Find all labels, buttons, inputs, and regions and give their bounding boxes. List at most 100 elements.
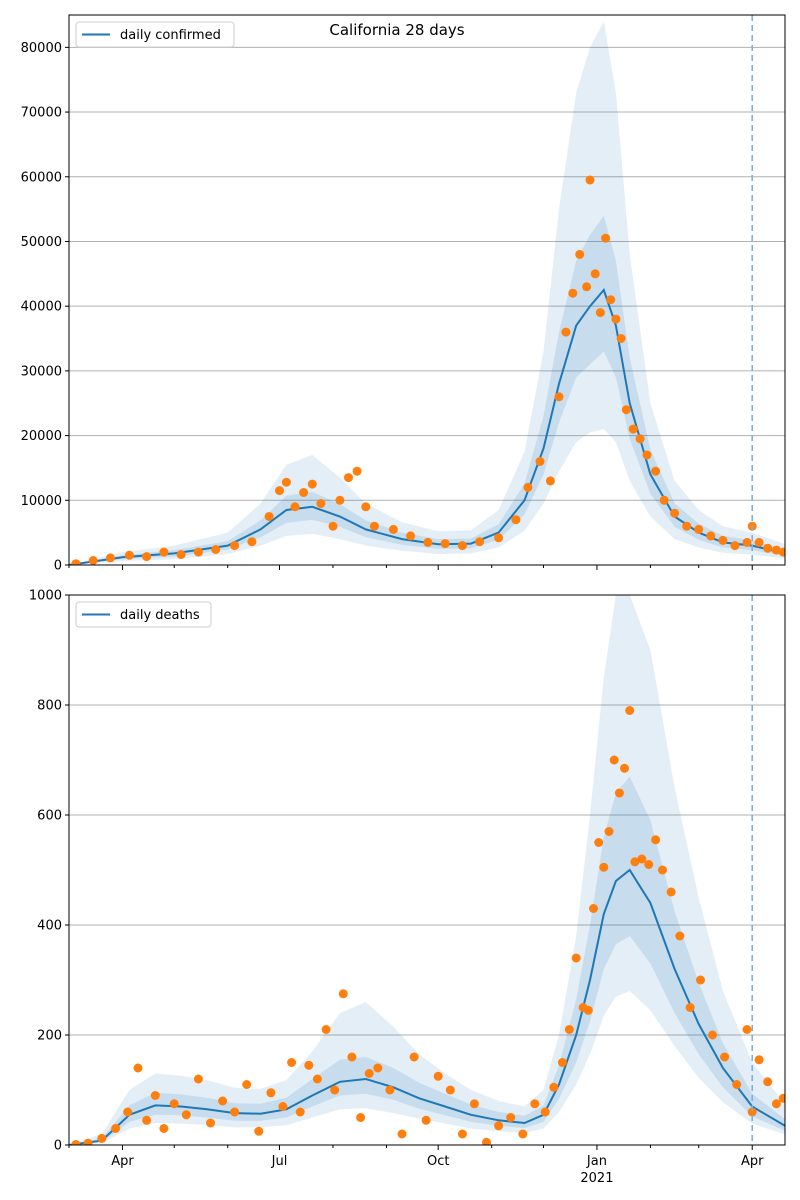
data-point <box>614 788 624 798</box>
data-point <box>475 537 485 547</box>
x-axis-ticks: Apr Jul Oct Jan Apr <box>68 1145 764 1169</box>
data-point <box>206 1118 215 1128</box>
x-axis-ticks <box>68 565 753 570</box>
data-point <box>385 1085 395 1095</box>
data-point <box>344 473 353 483</box>
data-point <box>554 392 564 402</box>
data-point <box>356 1113 366 1122</box>
data-point <box>754 1055 764 1065</box>
data-point <box>601 233 611 243</box>
data-point <box>97 1133 107 1143</box>
data-point <box>708 1030 717 1040</box>
y-tick-label: 80000 <box>21 41 62 56</box>
y-tick-label: 20000 <box>21 429 62 444</box>
chart-title: California 28 days <box>329 21 464 39</box>
data-point <box>290 502 300 512</box>
data-point <box>150 1091 160 1100</box>
data-point <box>747 1107 757 1117</box>
data-point <box>594 838 604 847</box>
series-line <box>69 868 785 1145</box>
data-point <box>658 865 667 875</box>
data-point <box>169 1099 179 1109</box>
data-point <box>732 1080 742 1089</box>
data-point <box>361 502 371 512</box>
data-point <box>312 1074 322 1084</box>
data-point <box>549 1082 559 1092</box>
data-point <box>518 1129 528 1139</box>
data-point <box>264 512 274 521</box>
data-point <box>397 1129 407 1139</box>
data-point <box>266 1088 276 1098</box>
x-axis-year-label: 2021 <box>580 1171 613 1186</box>
data-point <box>352 466 362 476</box>
data-point <box>247 537 257 547</box>
data-point <box>142 552 152 562</box>
data-point <box>620 763 629 773</box>
data-point <box>754 537 764 547</box>
data-point <box>696 975 705 985</box>
outer-band <box>69 21 785 565</box>
data-point <box>685 1003 695 1012</box>
data-point <box>494 533 504 543</box>
legend-label: daily deaths <box>120 608 200 623</box>
plot-frame <box>68 14 786 566</box>
data-point <box>328 521 338 531</box>
data-point <box>585 175 595 185</box>
data-point <box>616 334 626 343</box>
data-point <box>181 1110 191 1120</box>
data-point <box>142 1115 152 1125</box>
data-point <box>230 541 240 551</box>
legend: daily deaths <box>75 601 212 628</box>
data-point <box>364 1069 374 1078</box>
data-point <box>304 1060 314 1070</box>
inner-band <box>69 215 785 565</box>
data-point <box>651 835 661 845</box>
y-tick-label: 600 <box>37 809 62 824</box>
data-point <box>763 1077 773 1087</box>
y-tick-label: 1000 <box>29 589 62 604</box>
data-point <box>88 556 98 565</box>
chart-panel-confirmed: 0 10000 20000 30000 40000 50000 60000 70000 8000… <box>21 14 786 574</box>
data-point <box>159 1124 169 1133</box>
data-point <box>133 1063 143 1073</box>
legend: daily confirmed <box>75 21 235 48</box>
y-tick-label: 30000 <box>21 364 62 379</box>
data-point <box>530 1099 540 1109</box>
data-point <box>609 755 619 765</box>
data-point <box>124 550 134 560</box>
y-tick-label: 10000 <box>21 494 62 509</box>
outer-band <box>69 595 785 1145</box>
data-point <box>535 457 545 466</box>
data-point <box>568 288 578 298</box>
data-point <box>406 531 416 541</box>
x-tick-label: Apr <box>111 1154 134 1169</box>
data-point <box>433 1071 443 1081</box>
data-point <box>706 531 716 541</box>
data-point <box>651 466 661 476</box>
y-tick-label: 0 <box>54 559 62 574</box>
data-point <box>457 541 467 551</box>
data-point <box>440 539 450 549</box>
legend-label: daily confirmed <box>120 28 221 43</box>
data-point <box>635 434 645 444</box>
data-point <box>670 508 680 518</box>
data-point <box>628 424 638 434</box>
data-point <box>778 547 785 557</box>
data-point <box>604 827 614 836</box>
legend-box <box>75 21 235 48</box>
data-point <box>421 1115 431 1125</box>
data-point <box>682 521 692 531</box>
data-point <box>299 488 309 497</box>
x-tick-label: Jan <box>586 1154 607 1169</box>
data-point <box>105 553 115 563</box>
data-point <box>388 524 398 534</box>
y-tick-label: 70000 <box>21 106 62 121</box>
data-point <box>621 405 631 415</box>
data-point <box>373 1063 383 1073</box>
data-point <box>423 537 433 547</box>
data-point <box>590 269 600 279</box>
data-point <box>763 543 773 553</box>
data-point <box>278 1102 288 1111</box>
